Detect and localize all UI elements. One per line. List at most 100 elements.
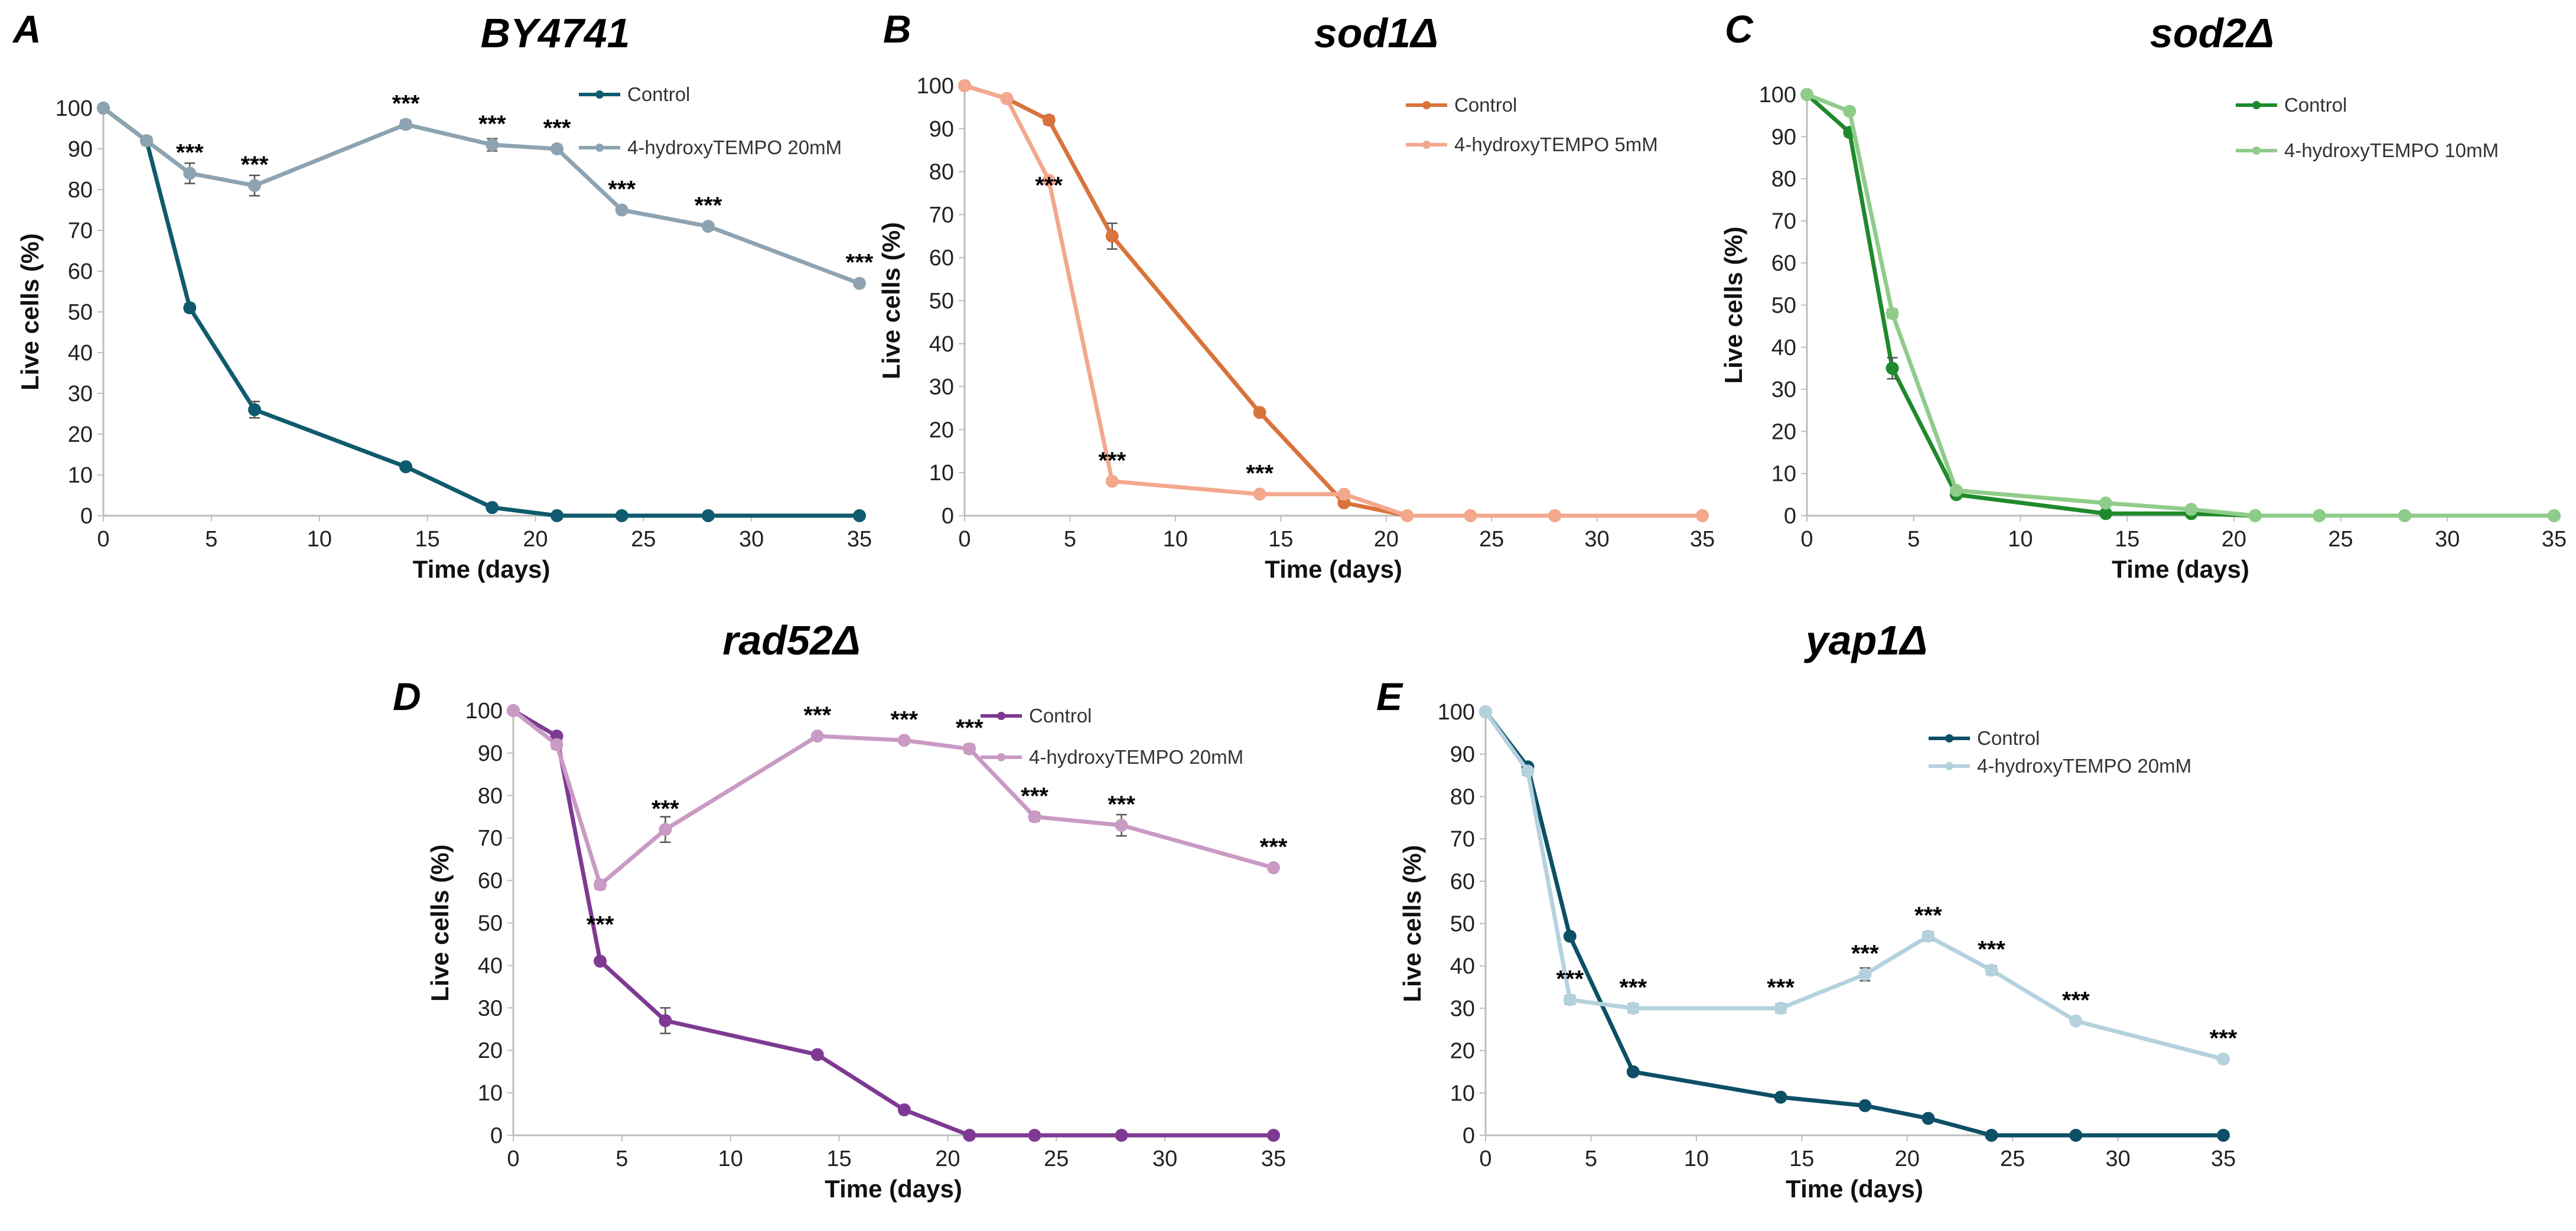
legend-label: Control xyxy=(1454,94,1517,116)
significance-marker: *** xyxy=(1260,834,1288,860)
significance-marker: *** xyxy=(695,193,722,219)
legend-entry: 4-hydroxyTEMPO 20mM xyxy=(1929,755,2191,777)
significance-marker: *** xyxy=(1108,792,1135,818)
y-tick-label: 80 xyxy=(929,160,954,185)
series-line xyxy=(963,83,1702,518)
panel-title: sod2Δ xyxy=(2150,10,2274,56)
x-tick-label: 35 xyxy=(2542,527,2567,552)
y-tick-label: 30 xyxy=(478,996,503,1021)
y-tick-label: 90 xyxy=(1771,125,1796,149)
data-point xyxy=(702,509,715,522)
data-point xyxy=(1885,307,1899,320)
series-treatment xyxy=(507,704,1280,891)
x-tick-label: 0 xyxy=(1800,527,1813,552)
y-tick-label: 90 xyxy=(478,741,503,766)
data-point xyxy=(1267,861,1280,875)
legend-entry: Control xyxy=(2236,94,2347,116)
data-point xyxy=(1464,509,1477,522)
data-point xyxy=(551,509,564,522)
y-tick-label: 100 xyxy=(1759,83,1796,108)
data-point xyxy=(2099,507,2112,520)
data-point xyxy=(1401,509,1414,522)
data-point xyxy=(659,823,672,836)
y-tick-label: 60 xyxy=(929,246,954,271)
data-point xyxy=(1985,963,1998,977)
y-tick-label: 20 xyxy=(68,422,93,447)
significance-marker: *** xyxy=(608,177,636,203)
significance-marker: *** xyxy=(543,115,571,141)
x-tick-label: 25 xyxy=(631,527,656,552)
legend-entry: Control xyxy=(1406,94,1517,116)
data-point xyxy=(1042,113,1056,127)
x-tick-label: 25 xyxy=(1044,1147,1069,1171)
data-point xyxy=(399,118,412,131)
y-tick-label: 80 xyxy=(1450,784,1475,809)
x-tick-label: 30 xyxy=(2105,1147,2130,1171)
x-tick-label: 30 xyxy=(2435,527,2460,552)
panel-A: A BY4741 0 10 20 30 40 50 60 70 80 90 100 0 5 10 15 20 25 3… xyxy=(12,7,874,583)
data-point xyxy=(1115,1129,1128,1142)
data-point xyxy=(594,955,607,968)
legend-marker xyxy=(595,144,604,152)
panel-letter: A xyxy=(12,7,41,51)
data-point xyxy=(1800,88,1813,101)
series-treatment xyxy=(1479,705,2230,1066)
significance-marker: *** xyxy=(1098,448,1126,474)
x-tick-label: 20 xyxy=(1895,1147,1920,1171)
y-axis-label: Live cells (%) xyxy=(16,233,44,390)
y-tick-label: 0 xyxy=(1463,1123,1475,1148)
data-point xyxy=(1000,92,1014,105)
series-treatment xyxy=(1800,88,2561,522)
x-tick-label: 20 xyxy=(2222,527,2246,552)
x-tick-label: 20 xyxy=(935,1147,960,1171)
series-treatment xyxy=(958,79,1709,522)
y-tick-label: 30 xyxy=(1450,996,1475,1021)
legend-marker xyxy=(2252,101,2261,109)
legend-entry: 4-hydroxyTEMPO 20mM xyxy=(579,136,842,158)
y-tick-label: 90 xyxy=(68,137,93,162)
data-point xyxy=(2099,496,2112,510)
y-tick-label: 10 xyxy=(478,1081,503,1106)
data-point xyxy=(2249,509,2262,522)
x-tick-label: 10 xyxy=(307,527,332,552)
significance-marker: *** xyxy=(1978,936,2005,962)
x-tick-label: 35 xyxy=(1261,1147,1286,1171)
y-tick-label: 100 xyxy=(917,74,954,99)
y-tick-label: 20 xyxy=(478,1038,503,1063)
y-tick-label: 20 xyxy=(929,418,954,442)
significance-marker: *** xyxy=(1035,172,1063,198)
series-control xyxy=(97,102,866,522)
significance-marker: *** xyxy=(587,912,614,938)
legend-marker xyxy=(997,753,1005,761)
data-point xyxy=(810,730,824,743)
y-tick-label: 50 xyxy=(478,911,503,936)
significance-marker: *** xyxy=(1914,903,1942,929)
data-point xyxy=(963,1129,976,1142)
x-tick-label: 15 xyxy=(415,527,439,552)
x-tick-label: 10 xyxy=(1163,527,1188,552)
data-point xyxy=(1563,930,1577,943)
significance-marker: *** xyxy=(1556,966,1584,992)
y-tick-label: 90 xyxy=(1450,742,1475,767)
x-tick-label: 30 xyxy=(1584,527,1609,552)
x-axis-label: Time (days) xyxy=(1786,1175,1923,1203)
y-tick-label: 0 xyxy=(490,1123,503,1148)
y-axis-label: Live cells (%) xyxy=(1398,845,1426,1002)
series-line xyxy=(1484,710,2223,1138)
legend-label: 4-hydroxyTEMPO 10mM xyxy=(2284,139,2499,161)
panel-letter: D xyxy=(393,675,421,718)
significance-marker: *** xyxy=(803,702,831,728)
significance-marker: *** xyxy=(478,111,506,137)
significance-marker: *** xyxy=(241,152,269,178)
y-tick-label: 80 xyxy=(68,178,93,203)
data-point xyxy=(486,501,499,514)
data-point xyxy=(1521,764,1535,778)
data-point xyxy=(2069,1129,2083,1142)
data-point xyxy=(1950,484,1963,497)
data-point xyxy=(140,134,154,148)
data-point xyxy=(810,1048,824,1061)
series-treatment xyxy=(97,102,866,290)
y-tick-label: 60 xyxy=(68,259,93,284)
data-point xyxy=(1922,1112,1935,1125)
legend-label: Control xyxy=(627,83,690,105)
